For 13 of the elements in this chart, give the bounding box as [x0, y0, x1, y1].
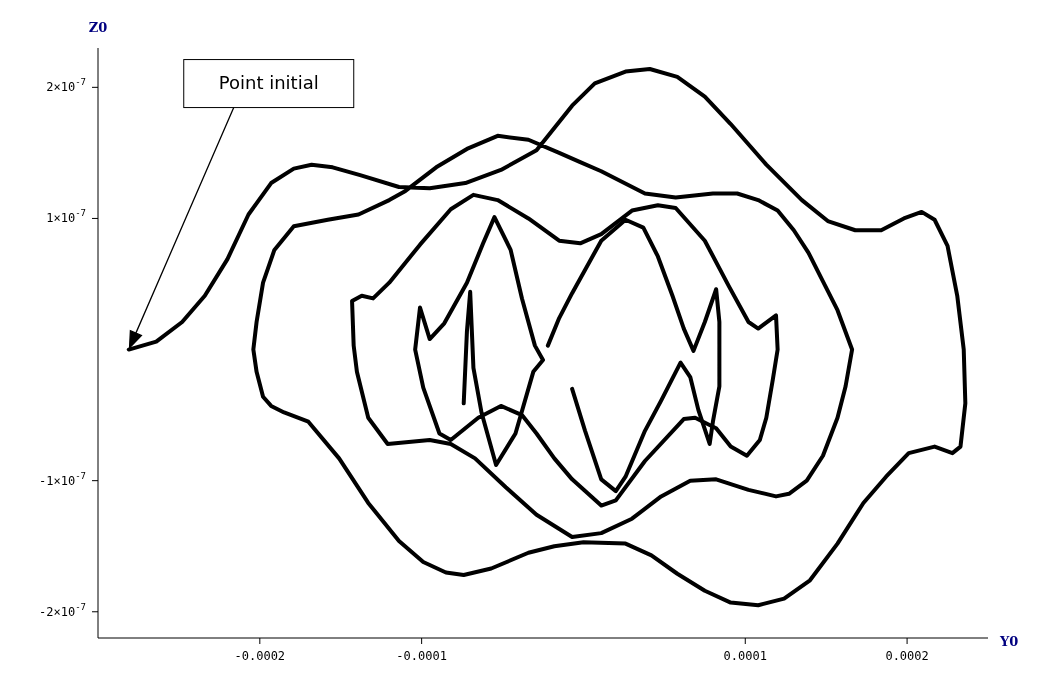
x-tick-label: -0.0001 [396, 648, 447, 663]
y-axis-title: Z0 [88, 20, 108, 35]
y-tick-label: 2×10$^{-7}$ [46, 76, 86, 94]
y-tick-label: -1×10$^{-7}$ [39, 470, 86, 488]
x-tick-label: 0.0001 [723, 648, 767, 663]
x-tick-label: -0.0002 [234, 648, 286, 663]
y-tick-label: 1×10$^{-7}$ [46, 207, 86, 225]
annotation: Point initial [218, 71, 319, 93]
x-tick-label: 0.0002 [885, 648, 929, 663]
line-series [545, 217, 722, 494]
line-series [126, 66, 968, 608]
x-axis-title: Y0 [999, 633, 1019, 649]
y-tick-label: -2×10$^{-7}$ [39, 601, 86, 619]
